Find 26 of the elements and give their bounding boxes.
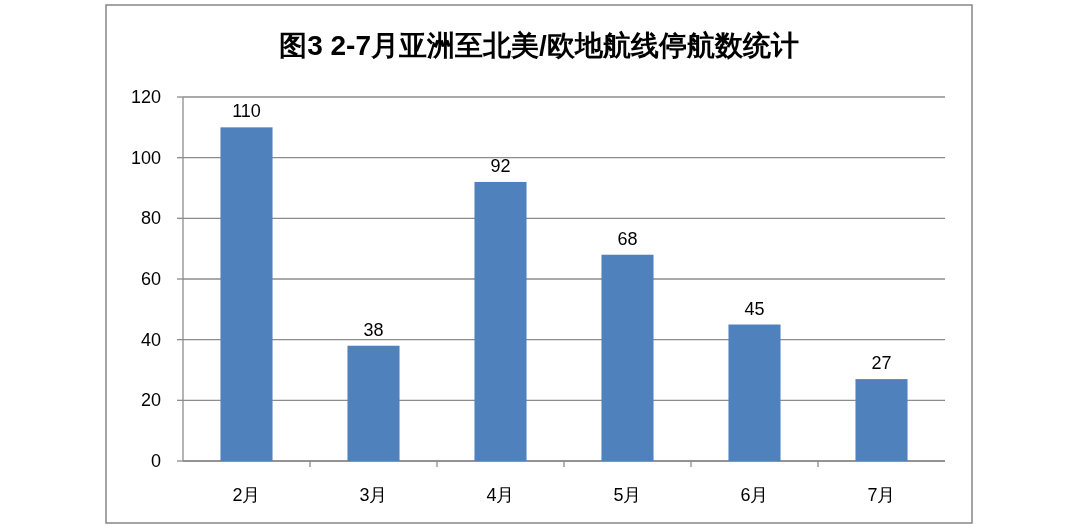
data-label: 110 <box>232 101 261 122</box>
y-tick-label: 80 <box>140 208 161 229</box>
bar <box>855 379 908 461</box>
y-tick-label: 60 <box>140 269 161 289</box>
y-tick-label: 120 <box>130 87 161 107</box>
data-label: 45 <box>744 298 765 319</box>
bar <box>220 127 273 461</box>
bar <box>347 345 400 461</box>
data-label: 27 <box>871 353 892 374</box>
y-tick-label: 40 <box>140 329 161 350</box>
x-tick-label: 2月 <box>232 485 261 505</box>
x-tick-label: 4月 <box>486 485 515 505</box>
data-label: 38 <box>363 319 384 340</box>
y-tick-label: 20 <box>140 390 161 411</box>
x-tick-label: 7月 <box>867 485 896 505</box>
data-label: 68 <box>617 228 638 249</box>
x-tick-label: 5月 <box>613 485 642 505</box>
bar <box>728 324 781 461</box>
x-tick-label: 6月 <box>740 485 769 505</box>
data-label: 92 <box>490 155 511 176</box>
bar <box>474 181 527 461</box>
chart-title: 图3 2-7月亚洲至北美/欧地航线停航数统计 <box>279 30 799 61</box>
y-tick-label: 0 <box>150 451 161 471</box>
x-tick-label: 3月 <box>359 485 388 505</box>
y-tick-label: 100 <box>130 147 161 168</box>
bar <box>601 254 654 461</box>
